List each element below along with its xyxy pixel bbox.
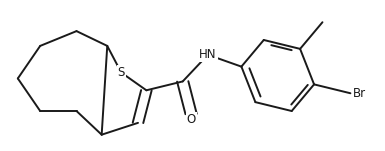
Text: O: O bbox=[186, 113, 196, 126]
Text: S: S bbox=[117, 66, 125, 79]
Text: HN: HN bbox=[199, 48, 217, 61]
Text: Br: Br bbox=[353, 87, 366, 100]
